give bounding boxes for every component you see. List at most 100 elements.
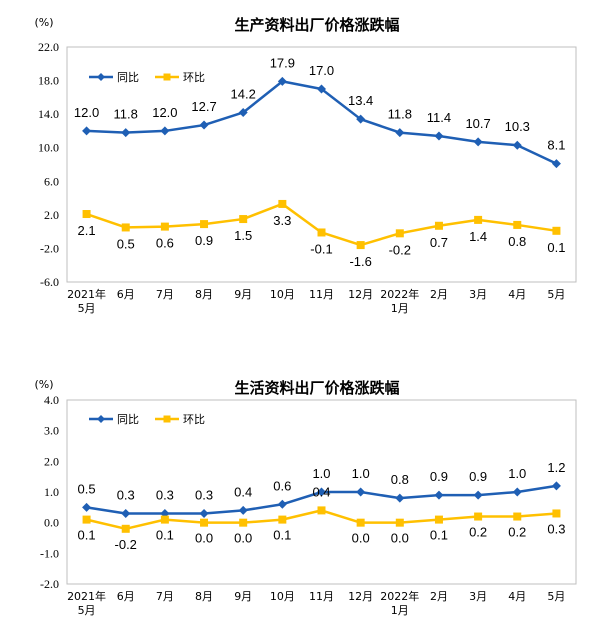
data-label: 0.4 [234, 484, 252, 499]
data-label: 0.9 [469, 469, 487, 484]
data-point-marker [82, 210, 91, 219]
x-tick-label: 5月 [547, 590, 565, 603]
legend-marker [97, 415, 105, 423]
data-label: 1.4 [469, 229, 487, 244]
x-tick-label: 12月 [348, 288, 373, 301]
data-point-marker [395, 128, 405, 138]
data-label: 0.0 [195, 531, 213, 546]
data-point-marker [238, 505, 248, 515]
data-label: 0.6 [273, 478, 291, 493]
data-point-marker [317, 228, 326, 237]
data-point-marker [317, 487, 326, 497]
data-point-marker [395, 493, 405, 503]
data-label: 2.1 [78, 223, 96, 238]
x-tick-label: 3月 [469, 288, 487, 301]
y-tick-label: 18.0 [38, 74, 59, 88]
data-label: 1.0 [352, 466, 370, 481]
data-point-marker [238, 107, 248, 117]
y-tick-label: 6.0 [44, 174, 59, 188]
y-tick-label: 4.0 [44, 393, 59, 407]
data-label: 0.3 [156, 487, 174, 502]
data-label: 0.1 [273, 528, 291, 543]
x-tick-label: 11月 [309, 288, 334, 301]
y-tick-label: -1.0 [40, 546, 59, 560]
data-point-marker [278, 199, 287, 208]
data-label: 0.2 [508, 525, 526, 540]
y-tick-label: 2.0 [44, 208, 59, 222]
x-tick-label: 11月 [309, 590, 334, 603]
legend-label: 环比 [183, 71, 205, 84]
data-label: 14.2 [231, 86, 256, 101]
data-label: 0.3 [117, 487, 135, 502]
x-tick-label: 6月 [117, 288, 135, 301]
x-tick-label: 9月 [234, 288, 252, 301]
legend-label: 同比 [117, 413, 139, 426]
x-tick-label: 2022年 1月 [380, 287, 419, 315]
chart-panel-consumer: 生活资料出厂价格涨跌幅 (%) 4.0 3.0 2.0 1.0 0.0 -1.0 -2.0 2… [34, 378, 577, 617]
data-point-marker [513, 512, 522, 521]
data-point-marker [356, 518, 365, 527]
data-label: 17.0 [309, 63, 334, 78]
data-point-marker [317, 84, 326, 94]
data-label: -1.6 [349, 254, 371, 269]
x-tick-label: 2022年 1月 [380, 589, 419, 617]
data-label: 0.5 [117, 236, 135, 251]
data-point-marker [395, 229, 404, 238]
data-label: 0.6 [156, 236, 174, 251]
data-label: 0.9 [195, 233, 213, 248]
legend-label: 环比 [183, 413, 205, 426]
x-tick-label: 2月 [430, 590, 448, 603]
data-point-marker [121, 524, 130, 533]
data-label: 0.1 [156, 528, 174, 543]
data-label: 11.8 [114, 107, 138, 122]
data-point-marker [356, 487, 366, 497]
data-point-marker [277, 76, 287, 86]
legend-marker [163, 73, 171, 81]
data-point-marker [513, 220, 522, 229]
y-tick-label: 22.0 [38, 40, 59, 54]
data-point-marker [473, 137, 483, 147]
x-tick-label: 2月 [430, 288, 448, 301]
data-label: 0.1 [78, 528, 96, 543]
chart-title: 生活资料出厂价格涨跌幅 [234, 379, 399, 397]
chart-panel-producer: 生产资料出厂价格涨跌幅 (%) 22.0 18.0 14.0 10.0 6.0 2.0 -2… [34, 16, 577, 315]
data-point-marker [121, 128, 131, 138]
x-tick-label: 5月 [547, 288, 565, 301]
data-point-marker [121, 508, 131, 518]
data-label: 0.5 [78, 481, 96, 496]
data-point-marker [239, 518, 248, 527]
y-axis-unit: (%) [34, 378, 53, 391]
data-label: 10.7 [465, 116, 490, 131]
data-point-marker [551, 159, 561, 169]
data-point-marker [552, 509, 561, 518]
data-point-marker [474, 215, 483, 224]
data-label: 0.7 [430, 235, 448, 250]
data-point-marker [82, 126, 92, 136]
data-label: 1.2 [547, 460, 565, 475]
data-point-marker [473, 490, 483, 500]
data-point-marker [277, 499, 287, 509]
data-label: 1.0 [312, 466, 330, 481]
data-label: 0.8 [508, 234, 526, 249]
data-label: 0.8 [391, 472, 409, 487]
data-point-marker [434, 131, 444, 141]
data-point-marker [278, 515, 287, 524]
y-tick-label: -6.0 [40, 275, 59, 289]
data-label: 0.3 [547, 521, 565, 536]
x-tick-label: 6月 [117, 590, 135, 603]
data-label: 17.9 [270, 55, 295, 70]
data-point-marker [317, 506, 326, 515]
data-point-marker [474, 512, 483, 521]
chart-title: 生产资料出厂价格涨跌幅 [234, 16, 399, 34]
y-tick-label: 1.0 [44, 485, 59, 499]
data-label: 0.2 [469, 525, 487, 540]
legend-label: 同比 [117, 71, 139, 84]
x-tick-label: 7月 [156, 590, 174, 603]
data-label: -0.2 [389, 242, 411, 257]
y-axis-unit: (%) [34, 16, 53, 29]
y-tick-label: 2.0 [44, 454, 59, 468]
data-label: 12.7 [191, 99, 216, 114]
data-label: 1.0 [508, 466, 526, 481]
legend-marker [97, 73, 105, 81]
data-point-marker [356, 114, 366, 124]
